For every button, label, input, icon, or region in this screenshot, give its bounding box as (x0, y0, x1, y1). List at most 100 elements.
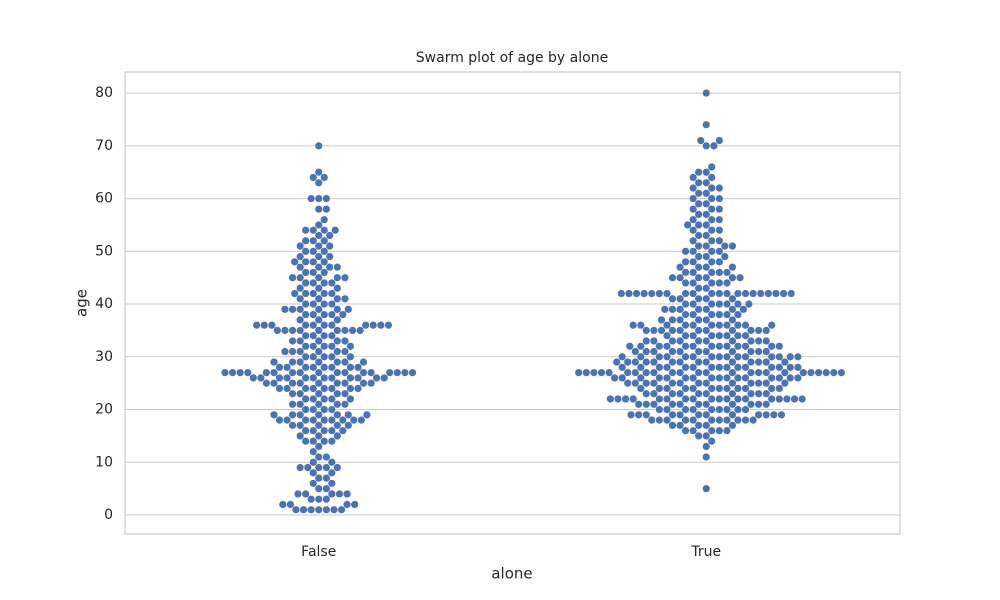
swarm-point (707, 162, 716, 171)
swarm-point (694, 263, 703, 272)
swarm-point (780, 358, 789, 367)
swarm-point (715, 384, 724, 393)
swarm-point (694, 368, 703, 377)
swarm-point (787, 289, 796, 298)
swarm-point (314, 379, 323, 388)
swarm-point (260, 321, 269, 330)
swarm-point (301, 289, 310, 298)
swarm-point (322, 484, 331, 493)
swarm-point (338, 310, 347, 319)
swarm-point (762, 400, 771, 409)
swarm-point (294, 489, 303, 498)
swarm-point (649, 326, 658, 335)
swarm-point (299, 505, 308, 514)
swarm-point (340, 336, 349, 345)
swarm-point (631, 347, 640, 356)
swarm-point (301, 384, 310, 393)
swarm-point (320, 226, 329, 235)
swarm-point (741, 394, 750, 403)
swarm-point (722, 278, 731, 287)
swarm-point (762, 389, 771, 398)
swarm-point (301, 437, 310, 446)
swarm-point (314, 400, 323, 409)
y-tick-label: 50 (95, 243, 113, 259)
swarm-point (393, 368, 402, 377)
swarm-point (617, 289, 626, 298)
swarm-point (655, 416, 664, 425)
swarm-point (762, 347, 771, 356)
swarm-point (655, 394, 664, 403)
swarm-point (309, 173, 318, 182)
swarm-point (606, 394, 615, 403)
swarm-point (694, 199, 703, 208)
chart-title: Swarm plot of age by alone (416, 50, 608, 66)
swarm-point (681, 268, 690, 277)
swarm-point (655, 289, 664, 298)
swarm-point (689, 205, 698, 214)
swarm-point (275, 363, 284, 372)
swarm-point (694, 252, 703, 261)
swarm-point (636, 373, 645, 382)
swarm-point (722, 321, 731, 330)
swarm-point (694, 358, 703, 367)
swarm-point (354, 373, 363, 382)
swarm-point (344, 421, 353, 430)
swarm-point (642, 358, 651, 367)
swarm-point (301, 405, 310, 414)
swarm-point (327, 278, 336, 287)
swarm-point (267, 321, 276, 330)
swarm-point (668, 400, 677, 409)
swarm-point (754, 336, 763, 345)
swarm-point (668, 379, 677, 388)
swarm-point (327, 342, 336, 351)
swarm-point (741, 289, 750, 298)
swarm-point (640, 289, 649, 298)
swarm-point (280, 347, 289, 356)
swarm-point (636, 384, 645, 393)
swarm-point (681, 373, 690, 382)
swarm-point (618, 352, 627, 361)
x-axis-label: alone (491, 565, 532, 583)
swarm-point (327, 300, 336, 309)
swarm-point (314, 263, 323, 272)
swarm-point (728, 294, 737, 303)
swarm-point (634, 410, 643, 419)
swarm-point (400, 368, 409, 377)
swarm-point (694, 421, 703, 430)
swarm-point (829, 368, 838, 377)
swarm-point (327, 437, 336, 446)
swarm-point (301, 257, 310, 266)
swarm-point (331, 226, 340, 235)
swarm-point (340, 273, 349, 282)
swarm-point (314, 242, 323, 251)
swarm-point (702, 453, 711, 462)
swarm-point (632, 289, 641, 298)
swarm-point (775, 373, 784, 382)
swarm-point (333, 463, 342, 472)
swarm-point (314, 294, 323, 303)
swarm-point (668, 410, 677, 419)
swarm-point (301, 331, 310, 340)
swarm-point (627, 410, 636, 419)
swarm-point (689, 184, 698, 193)
swarm-point (741, 342, 750, 351)
swarm-point (655, 363, 664, 372)
swarm-point (793, 373, 802, 382)
swarm-point (340, 294, 349, 303)
swarm-point (715, 236, 724, 245)
swarm-point (694, 305, 703, 314)
swarm-point (338, 416, 347, 425)
swarm-point (314, 410, 323, 419)
swarm-point (243, 368, 252, 377)
swarm-point (668, 294, 677, 303)
swarm-point (754, 410, 763, 419)
swarm-point (314, 442, 323, 451)
swarm-point (269, 410, 278, 419)
swarm-point (649, 336, 658, 345)
swarm-point (301, 373, 310, 382)
swarm-point (790, 394, 799, 403)
swarm-point (779, 289, 788, 298)
swarm-point (220, 368, 229, 377)
swarm-point (361, 321, 370, 330)
swarm-point (728, 400, 737, 409)
